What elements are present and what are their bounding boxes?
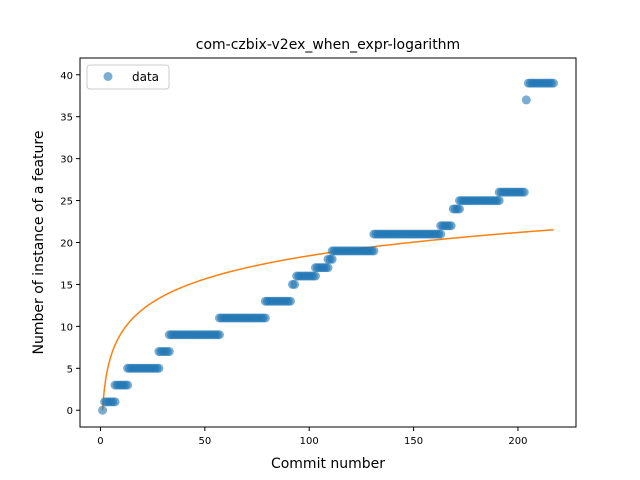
data-point [369,246,378,255]
chart-title: com-czbix-v2ex_when_expr-logarithm [196,37,460,53]
y-tick-label: 5 [67,364,73,375]
data-point [261,313,270,322]
y-axis-label: Number of instance of a feature [31,131,47,355]
data-point [455,204,464,213]
y-tick-label: 40 [60,71,73,82]
data-point [123,381,132,390]
x-tick-label: 50 [198,436,211,447]
x-tick-label: 0 [97,436,103,447]
data-point [522,95,531,104]
data-point [154,364,163,373]
data-point [447,221,456,230]
data-point [549,79,558,88]
data-point [98,406,107,415]
legend-label: data [132,70,159,84]
x-tick-label: 100 [300,436,319,447]
y-tick-label: 35 [60,113,73,124]
x-tick-label: 150 [404,436,423,447]
y-tick-label: 0 [67,406,73,417]
y-tick-label: 25 [60,197,73,208]
data-point [324,263,333,272]
legend-marker [104,72,113,81]
y-tick-label: 20 [60,239,73,250]
y-tick-label: 10 [60,322,73,333]
x-tick-label: 200 [508,436,527,447]
x-axis-label: Commit number [271,456,385,472]
data-point [436,230,445,239]
y-tick-label: 30 [60,155,73,166]
data-point [520,188,529,197]
legend: data [87,65,169,89]
y-tick-label: 15 [60,280,73,291]
data-point [290,280,299,289]
data-point [311,272,320,281]
data-point [165,347,174,356]
data-point [495,196,504,205]
data-point [215,330,224,339]
data-point [328,255,337,264]
data-point [111,397,120,406]
data-point [286,297,295,306]
